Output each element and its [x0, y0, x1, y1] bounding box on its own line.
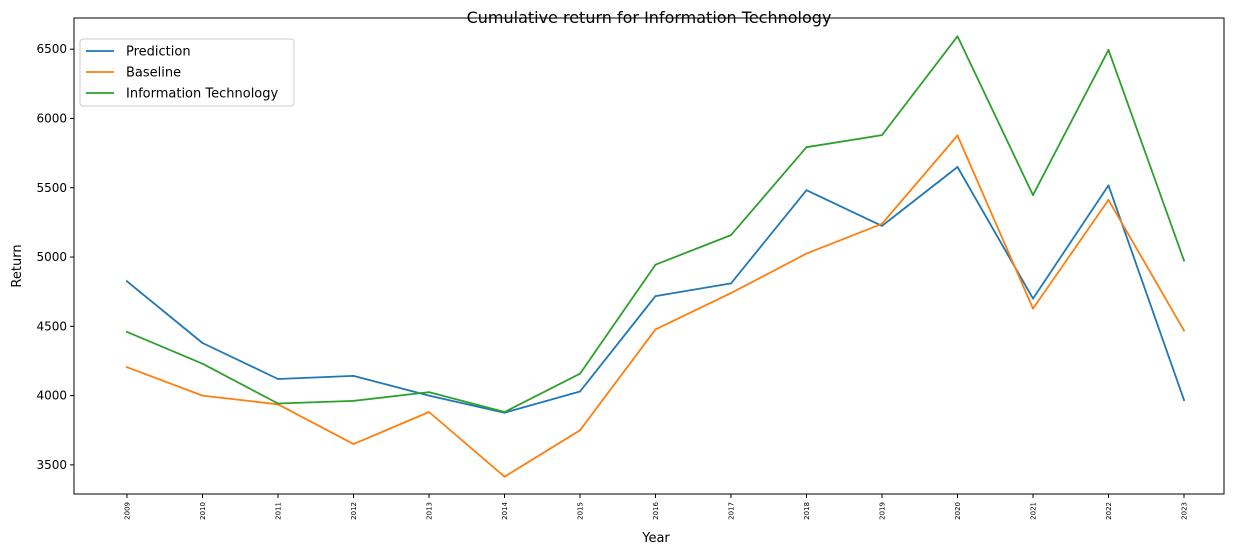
data-point-information-technology: [503, 411, 506, 413]
y-tick-label: 5500: [36, 181, 67, 195]
x-tick-label: 2015: [577, 502, 585, 520]
x-tick-label: 2011: [275, 502, 283, 520]
x-tick-label: 2009: [124, 502, 132, 520]
data-point-prediction: [126, 280, 128, 283]
data-point-prediction: [805, 189, 808, 192]
data-point-prediction: [654, 295, 657, 298]
data-point-baseline: [352, 443, 355, 446]
data-point-baseline: [1183, 329, 1185, 332]
x-tick-label: 2022: [1105, 502, 1113, 520]
data-point-prediction: [881, 224, 883, 227]
x-tick-label: 2014: [501, 501, 509, 519]
data-point-information-technology: [579, 372, 581, 375]
legend: Prediction Baseline Information Technology: [79, 38, 295, 107]
data-point-baseline: [1107, 199, 1110, 201]
data-point-information-technology: [881, 134, 883, 136]
series-layer: [125, 35, 1186, 478]
x-tick-label: 2018: [803, 502, 811, 520]
data-point-baseline: [805, 252, 808, 255]
y-tick-label: 5000: [36, 250, 67, 264]
x-axis-title: Year: [641, 531, 670, 546]
y-axis: 3500 4000 4500 5000 5500 6000 6500: [36, 42, 74, 472]
data-point-prediction: [579, 390, 581, 393]
data-point-prediction: [1032, 297, 1034, 300]
data-point-information-technology: [352, 399, 355, 402]
x-tick-label: 2017: [728, 502, 736, 520]
data-point-information-technology: [1107, 48, 1110, 51]
x-tick-label: 2020: [954, 502, 962, 520]
data-point-baseline: [881, 222, 883, 225]
data-point-information-technology: [654, 263, 657, 266]
data-point-baseline: [126, 366, 128, 369]
x-tick-label: 2016: [652, 501, 660, 519]
data-point-prediction: [201, 342, 204, 344]
plot-frame: [73, 17, 1225, 495]
data-point-baseline: [428, 411, 430, 413]
x-tick-label: 2012: [350, 502, 358, 520]
legend-label-baseline: Baseline: [126, 66, 181, 81]
y-tick-label: 4000: [36, 389, 67, 403]
legend-box: [79, 38, 295, 107]
y-tick-label: 6500: [36, 42, 67, 56]
data-point-information-technology: [805, 146, 808, 149]
y-tick-label: 4500: [36, 319, 67, 333]
data-point-prediction: [1183, 399, 1185, 401]
data-point-baseline: [956, 134, 959, 137]
data-point-baseline: [730, 292, 732, 294]
data-point-baseline: [201, 394, 204, 397]
x-axis: 2009 2010 2011 2012 2013 2014 2015 2016 2017 2018…: [124, 494, 1189, 520]
data-point-baseline: [503, 475, 506, 478]
data-point-information-technology: [730, 234, 732, 237]
y-tick-label: 6000: [36, 111, 67, 125]
data-point-prediction: [1107, 184, 1110, 187]
legend-label-information-technology: Information Technology: [126, 87, 279, 102]
data-point-information-technology: [956, 35, 959, 38]
data-point-prediction: [352, 375, 355, 377]
data-point-information-technology: [1183, 259, 1185, 262]
data-point-prediction: [956, 166, 959, 168]
legend-label-prediction: Prediction: [126, 45, 191, 60]
y-tick-label: 3500: [36, 458, 67, 472]
data-point-information-technology: [126, 330, 128, 333]
data-point-baseline: [579, 429, 581, 432]
data-point-information-technology: [1032, 194, 1034, 196]
x-tick-label: 2013: [426, 502, 434, 520]
data-point-prediction: [730, 282, 732, 285]
x-tick-label: 2021: [1030, 502, 1038, 520]
x-tick-label: 2023: [1181, 502, 1189, 520]
x-tick-label: 2019: [879, 502, 887, 520]
y-axis-title: Return: [10, 244, 25, 287]
data-point-baseline: [1032, 307, 1034, 310]
data-point-prediction: [428, 394, 430, 397]
data-point-prediction: [277, 378, 279, 380]
data-point-information-technology: [277, 402, 279, 405]
data-point-baseline: [654, 328, 657, 331]
data-point-information-technology: [428, 391, 430, 394]
data-point-information-technology: [201, 362, 204, 365]
x-tick-label: 2010: [199, 502, 207, 520]
